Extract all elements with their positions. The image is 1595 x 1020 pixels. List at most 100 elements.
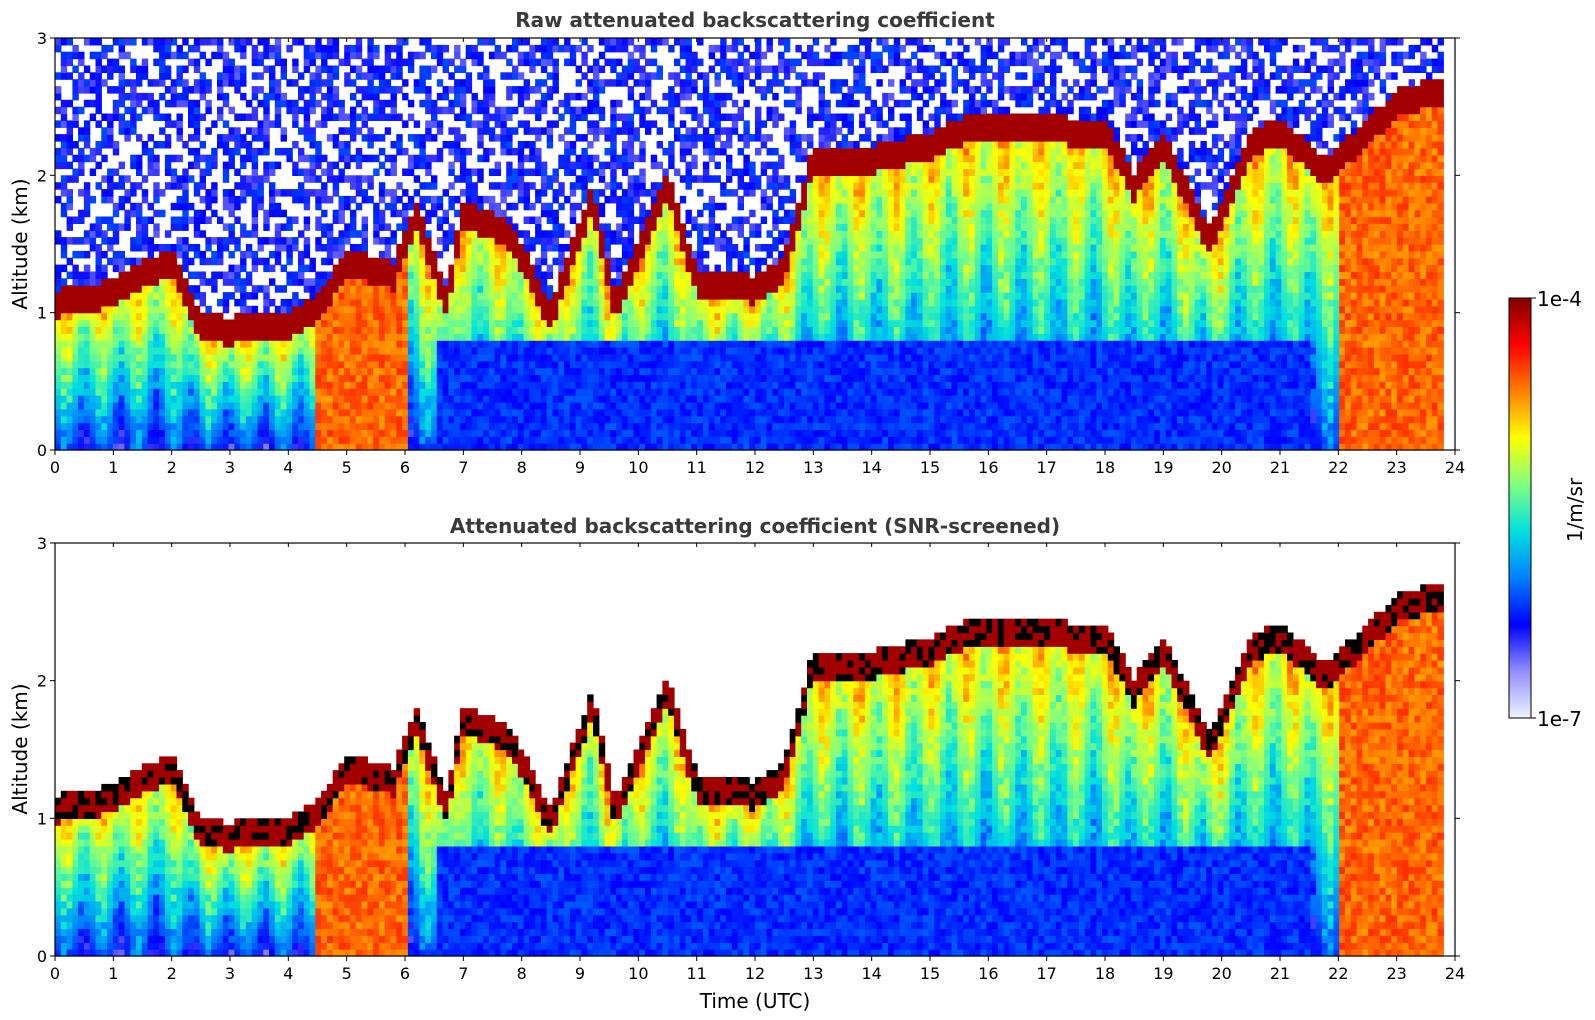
heatmap-cell	[373, 285, 379, 293]
heatmap-cell	[668, 361, 674, 369]
heatmap-cell	[454, 244, 460, 252]
heatmap-cell	[472, 210, 478, 218]
heatmap-cell	[246, 278, 252, 286]
heatmap-cell	[553, 244, 559, 252]
heatmap-cell	[634, 155, 640, 163]
heatmap-cell	[246, 148, 252, 156]
heatmap-cell	[263, 292, 269, 300]
heatmap-cell	[269, 340, 275, 348]
heatmap-cell	[454, 395, 460, 403]
heatmap-cell	[217, 381, 223, 389]
heatmap-cell	[101, 175, 107, 183]
heatmap-cell	[292, 107, 298, 115]
heatmap-cell	[662, 189, 668, 197]
heatmap-cell	[240, 299, 246, 307]
heatmap-cell	[171, 120, 177, 128]
heatmap-cell	[211, 402, 217, 410]
heatmap-cell	[165, 326, 171, 334]
heatmap-cell	[570, 354, 576, 362]
heatmap-cell	[252, 381, 258, 389]
heatmap-cell	[286, 313, 292, 321]
heatmap-cell	[674, 272, 680, 280]
heatmap-cell	[448, 141, 454, 149]
heatmap-cell	[668, 416, 674, 424]
heatmap-cell	[587, 66, 593, 74]
heatmap-cell	[454, 210, 460, 218]
heatmap-cell	[691, 423, 697, 431]
heatmap-cell	[506, 436, 512, 444]
heatmap-cell	[246, 326, 252, 334]
heatmap-cell	[356, 340, 362, 348]
heatmap-cell	[645, 409, 651, 417]
heatmap-cell	[443, 436, 449, 444]
heatmap-cell	[518, 182, 524, 190]
heatmap-cell	[593, 285, 599, 293]
heatmap-cell	[674, 134, 680, 142]
heatmap-cell	[662, 429, 668, 437]
heatmap-cell	[124, 134, 130, 142]
heatmap-cell	[605, 409, 611, 417]
heatmap-cell	[205, 169, 211, 177]
heatmap-cell	[182, 237, 188, 245]
heatmap-cell	[391, 429, 397, 437]
heatmap-cell	[61, 162, 67, 170]
heatmap-cell	[419, 285, 425, 293]
heatmap-cell	[55, 375, 61, 383]
heatmap-cell	[628, 347, 634, 355]
heatmap-cell	[581, 381, 587, 389]
heatmap-cell	[339, 265, 345, 273]
heatmap-cell	[96, 292, 102, 300]
heatmap-cell	[217, 395, 223, 403]
heatmap-cell	[668, 313, 674, 321]
heatmap-cell	[356, 313, 362, 321]
heatmap-cell	[113, 368, 119, 376]
heatmap-cell	[419, 72, 425, 80]
heatmap-cell	[634, 134, 640, 142]
heatmap-cell	[153, 326, 159, 334]
heatmap-cell	[263, 320, 269, 328]
heatmap-cell	[431, 306, 437, 314]
heatmap-cell	[431, 258, 437, 266]
heatmap-cell	[425, 230, 431, 238]
heatmap-cell	[425, 38, 431, 46]
heatmap-cell	[344, 375, 350, 383]
heatmap-cell	[431, 45, 437, 53]
heatmap-cell	[686, 326, 692, 334]
heatmap-cell	[651, 375, 657, 383]
heatmap-cell	[506, 45, 512, 53]
heatmap-cell	[107, 127, 113, 135]
heatmap-cell	[333, 313, 339, 321]
heatmap-cell	[628, 59, 634, 67]
heatmap-cell	[657, 237, 663, 245]
heatmap-cell	[130, 258, 136, 266]
heatmap-cell	[437, 299, 443, 307]
heatmap-cell	[431, 107, 437, 115]
heatmap-cell	[142, 272, 148, 280]
heatmap-cell	[333, 285, 339, 293]
heatmap-cell	[379, 354, 385, 362]
heatmap-cell	[581, 107, 587, 115]
heatmap-cell	[489, 86, 495, 94]
heatmap-cell	[182, 86, 188, 94]
heatmap-cell	[321, 333, 327, 341]
heatmap-cell	[286, 375, 292, 383]
heatmap-cell	[477, 416, 483, 424]
heatmap-cell	[78, 210, 84, 218]
heatmap-cell	[391, 162, 397, 170]
heatmap-cell	[622, 120, 628, 128]
heatmap-cell	[524, 251, 530, 259]
heatmap-cell	[96, 182, 102, 190]
heatmap-cell	[489, 210, 495, 218]
heatmap-cell	[686, 134, 692, 142]
heatmap-cell	[246, 141, 252, 149]
heatmap-cell	[443, 347, 449, 355]
heatmap-cell	[448, 196, 454, 204]
heatmap-cell	[396, 265, 402, 273]
heatmap-cell	[101, 395, 107, 403]
heatmap-cell	[645, 299, 651, 307]
heatmap-cell	[67, 436, 73, 444]
heatmap-cell	[333, 347, 339, 355]
heatmap-cell	[524, 388, 530, 396]
heatmap-cell	[107, 285, 113, 293]
heatmap-cell	[599, 272, 605, 280]
